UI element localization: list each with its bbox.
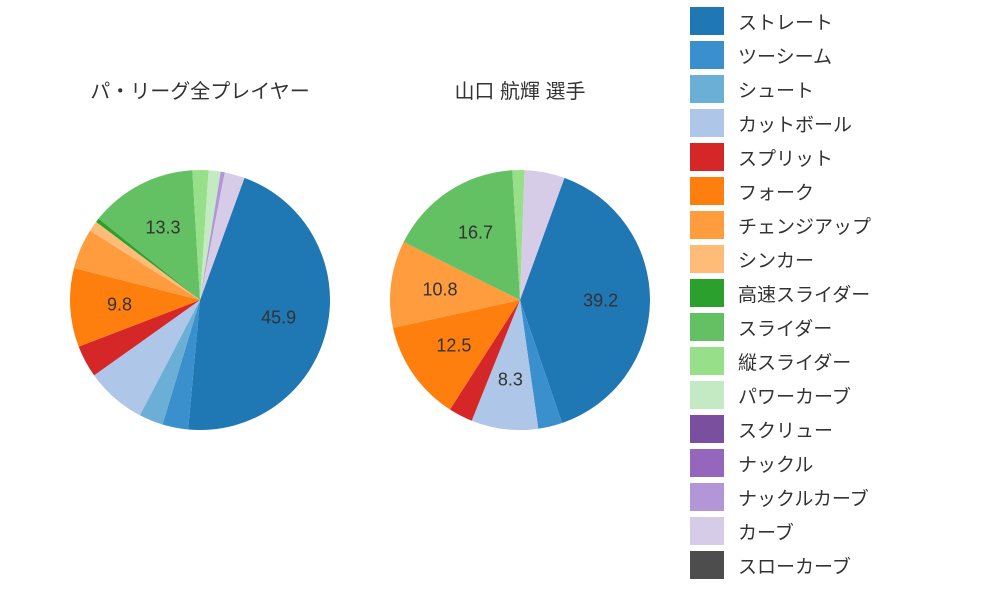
- legend-swatch: [690, 449, 724, 477]
- legend-item-vslider: 縦スライダー: [690, 344, 990, 378]
- legend-item-changeup: チェンジアップ: [690, 208, 990, 242]
- slice-label-cutball: 8.3: [498, 370, 523, 391]
- legend-label: 縦スライダー: [738, 348, 851, 375]
- legend-item-fork: フォーク: [690, 174, 990, 208]
- pie-chart-area: パ・リーグ全プレイヤー 45.9 9.8 13.3 山口 航輝 選手 39.2 8.3 12.…: [0, 0, 680, 600]
- legend-swatch: [690, 245, 724, 273]
- slice-label-changeup: 10.8: [422, 280, 457, 301]
- legend-item-split: スプリット: [690, 140, 990, 174]
- legend-label: スプリット: [738, 144, 833, 171]
- legend-item-knucklecurve: ナックルカーブ: [690, 480, 990, 514]
- legend-item-powercurve: パワーカーブ: [690, 378, 990, 412]
- legend-item-shoot: シュート: [690, 72, 990, 106]
- legend-label: ストレート: [738, 8, 833, 35]
- legend-label: カーブ: [738, 518, 794, 545]
- legend-item-screw: スクリュー: [690, 412, 990, 446]
- legend-item-sinker: シンカー: [690, 242, 990, 276]
- legend-label: スクリュー: [738, 416, 833, 443]
- legend-item-slider: スライダー: [690, 310, 990, 344]
- legend-swatch: [690, 177, 724, 205]
- slice-label-straight: 45.9: [261, 307, 296, 328]
- legend-label: ナックル: [738, 450, 813, 477]
- chart-container: パ・リーグ全プレイヤー 45.9 9.8 13.3 山口 航輝 選手 39.2 8.3 12.…: [0, 0, 1000, 600]
- legend-label: スローカーブ: [738, 552, 851, 579]
- legend-swatch: [690, 41, 724, 69]
- legend-label: スライダー: [738, 314, 832, 341]
- legend-swatch: [690, 109, 724, 137]
- legend-label: カットボール: [738, 110, 852, 137]
- legend-swatch: [690, 75, 724, 103]
- legend-item-slowcurve: スローカーブ: [690, 548, 990, 582]
- slice-label-fork: 12.5: [436, 336, 471, 357]
- legend-item-twoseam: ツーシーム: [690, 38, 990, 72]
- slice-label-fork: 9.8: [107, 294, 132, 315]
- legend-swatch: [690, 381, 724, 409]
- legend-label: ナックルカーブ: [738, 484, 869, 511]
- legend-label: 高速スライダー: [738, 280, 870, 307]
- legend-item-curve: カーブ: [690, 514, 990, 548]
- legend-swatch: [690, 279, 724, 307]
- legend-item-cutball: カットボール: [690, 106, 990, 140]
- legend-label: シンカー: [738, 246, 814, 273]
- legend-item-straight: ストレート: [690, 4, 990, 38]
- legend-swatch: [690, 7, 724, 35]
- slice-label-straight: 39.2: [583, 290, 618, 311]
- legend-label: フォーク: [738, 178, 814, 205]
- legend-item-fastslider: 高速スライダー: [690, 276, 990, 310]
- legend-label: シュート: [738, 76, 814, 103]
- legend-swatch: [690, 551, 724, 579]
- legend-swatch: [690, 347, 724, 375]
- legend-swatch: [690, 483, 724, 511]
- slice-label-slider: 13.3: [145, 218, 180, 239]
- pie-title: パ・リーグ全プレイヤー: [60, 75, 340, 104]
- legend-item-knuckle: ナックル: [690, 446, 990, 480]
- legend-swatch: [690, 517, 724, 545]
- legend-label: チェンジアップ: [738, 212, 871, 239]
- legend-label: ツーシーム: [738, 42, 832, 69]
- legend-swatch: [690, 211, 724, 239]
- slice-label-slider: 16.7: [458, 222, 493, 243]
- pie-title: 山口 航輝 選手: [380, 75, 660, 104]
- legend-swatch: [690, 313, 724, 341]
- legend-swatch: [690, 143, 724, 171]
- pie-svg: [60, 160, 340, 440]
- legend: ストレートツーシームシュートカットボールスプリットフォークチェンジアップシンカー…: [690, 0, 990, 582]
- legend-label: パワーカーブ: [738, 382, 851, 409]
- legend-swatch: [690, 415, 724, 443]
